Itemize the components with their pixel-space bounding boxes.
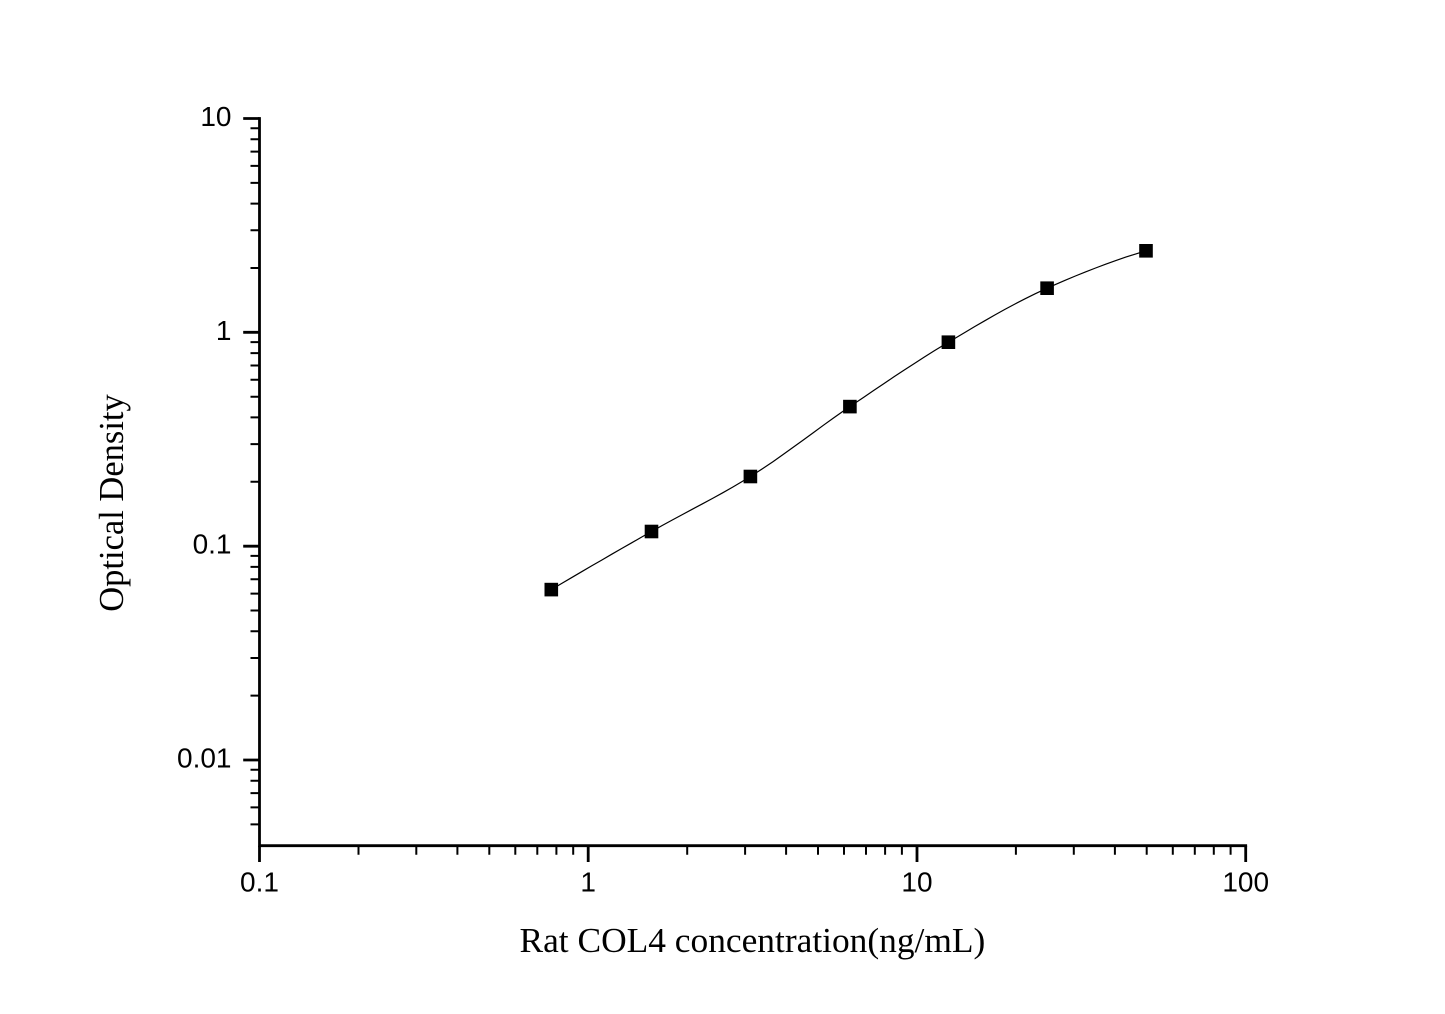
svg-text:Rat COL4 concentration(ng/mL): Rat COL4 concentration(ng/mL): [519, 920, 985, 960]
svg-text:0.01: 0.01: [177, 743, 232, 774]
svg-text:0.1: 0.1: [240, 867, 279, 898]
svg-text:10: 10: [200, 101, 231, 132]
svg-text:10: 10: [901, 867, 932, 898]
svg-text:100: 100: [1222, 867, 1269, 898]
svg-text:1: 1: [580, 867, 596, 898]
svg-text:1: 1: [216, 315, 232, 346]
svg-text:Optical Density: Optical Density: [93, 394, 131, 612]
svg-text:0.1: 0.1: [193, 529, 232, 560]
